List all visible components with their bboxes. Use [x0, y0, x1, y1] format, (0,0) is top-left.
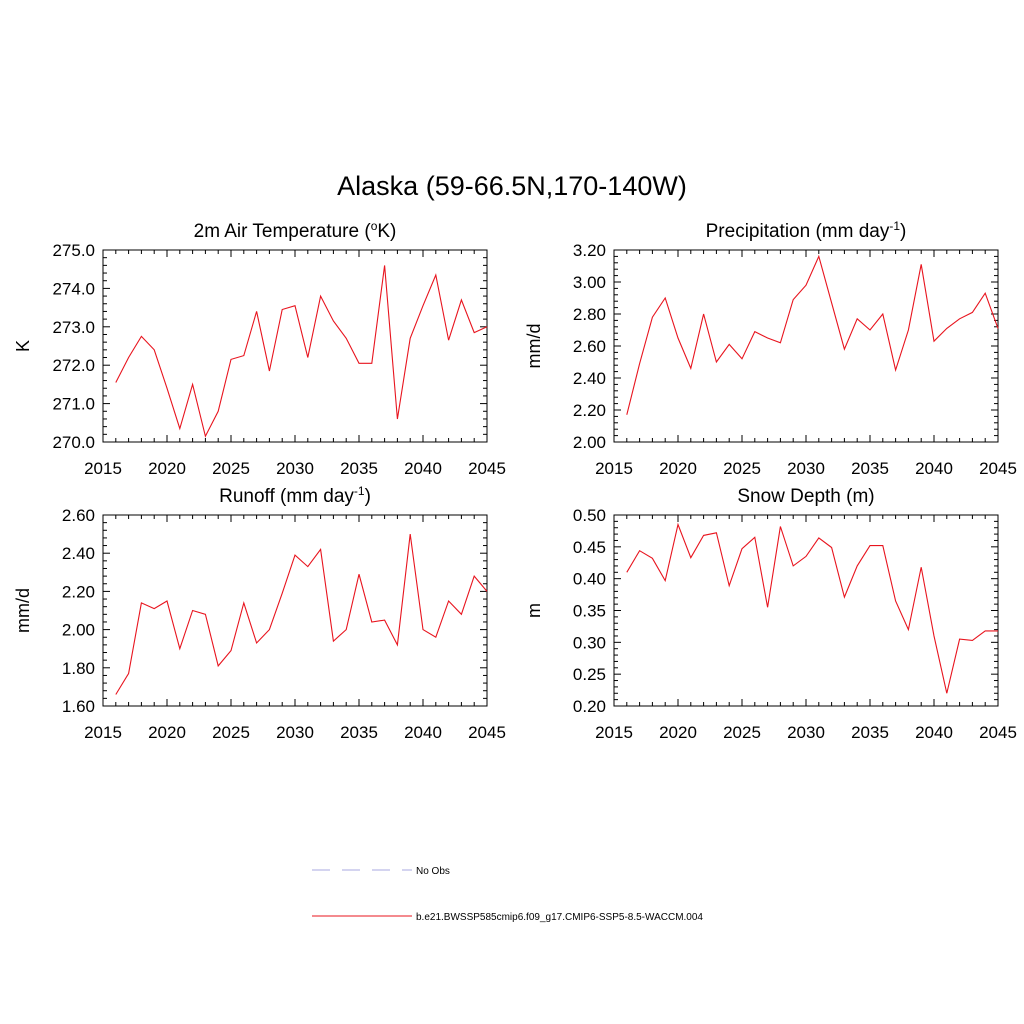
y-tick-label: 0.40: [573, 570, 606, 589]
chart-panel-3: 2015 2020 2025 2030 2035 2040 2045 0.20 0.25 0.30…: [524, 486, 1017, 742]
y-tick-label: 3.20: [573, 241, 606, 260]
x-tick-label: 2020: [659, 459, 697, 478]
x-tick-label: 2035: [851, 723, 889, 742]
legend: No Obs b.e21.BWSSP585cmip6.f09_g17.CMIP6-…: [312, 866, 703, 923]
y-tick-label: 2.00: [573, 433, 606, 452]
y-tick-label: 0.30: [573, 633, 606, 652]
panel-title-sup: -1: [889, 219, 900, 233]
y-axis-label: mm/d: [13, 588, 33, 633]
x-tick-label: 2045: [979, 459, 1017, 478]
panel-title: Runoff (mm day-1): [219, 484, 371, 507]
x-tick-label: 2040: [404, 723, 442, 742]
panel-title: Snow Depth (m): [737, 486, 874, 507]
y-tick-label: 2.40: [62, 544, 95, 563]
x-tick-label: 2030: [276, 459, 314, 478]
x-tick-label: 2035: [340, 723, 378, 742]
series-line: [115, 534, 488, 695]
panels: 2015 2020 2025 2030 2035 2040 2045 270.0 271.0 27…: [13, 219, 1017, 742]
x-tick-label: 2045: [468, 723, 506, 742]
x-tick-label: 2025: [212, 459, 250, 478]
y-tick-label: 2.40: [573, 369, 606, 388]
x-tick-label: 2040: [915, 723, 953, 742]
y-tick-label: 1.60: [62, 697, 95, 716]
chart-panel-2: 2015 2020 2025 2030 2035 2040 2045 1.60 1.80 2.00…: [13, 484, 506, 742]
y-tick-label: 273.0: [52, 318, 95, 337]
y-tick-label: 2.60: [573, 337, 606, 356]
panel-title-sup: o: [371, 219, 378, 233]
y-tick-label: 0.50: [573, 506, 606, 525]
series-line: [626, 254, 999, 415]
y-tick-label: 274.0: [52, 279, 95, 298]
y-axis-label: mm/d: [524, 324, 544, 369]
panel-title-text: 2m Air Temperature (: [194, 221, 372, 242]
y-tick-label: 0.45: [573, 538, 606, 557]
x-tick-label: 2015: [595, 459, 633, 478]
y-tick-label: 2.20: [573, 401, 606, 420]
y-tick-label: 2.20: [62, 582, 95, 601]
y-tick-label: 2.00: [62, 621, 95, 640]
x-tick-label: 2030: [787, 723, 825, 742]
figure-title: Alaska (59-66.5N,170-140W): [337, 171, 687, 201]
y-tick-label: 271.0: [52, 395, 95, 414]
x-tick-label: 2025: [212, 723, 250, 742]
y-tick-label: 3.00: [573, 273, 606, 292]
plot-frame: [102, 514, 488, 707]
legend-label-1: b.e21.BWSSP585cmip6.f09_g17.CMIP6-SSP5-8…: [416, 912, 703, 923]
plot-frame: [102, 249, 488, 443]
chart-panel-0: 2015 2020 2025 2030 2035 2040 2045 270.0 271.0 27…: [13, 219, 506, 478]
y-axis-label: m: [524, 603, 544, 618]
x-tick-label: 2030: [276, 723, 314, 742]
panel-title: Precipitation (mm day-1): [706, 219, 907, 242]
panel-title-text: Snow Depth (m): [737, 486, 874, 507]
x-tick-label: 2025: [723, 459, 761, 478]
y-tick-label: 0.25: [573, 665, 606, 684]
x-tick-label: 2035: [851, 459, 889, 478]
chart-panel-1: 2015 2020 2025 2030 2035 2040 2045 2.00 2.20 2.40…: [524, 219, 1017, 478]
panel-title: 2m Air Temperature (oK): [194, 219, 397, 242]
x-tick-label: 2025: [723, 723, 761, 742]
panel-title-end: ): [365, 486, 371, 507]
y-tick-label: 0.35: [573, 602, 606, 621]
plot-frame: [613, 249, 999, 443]
x-tick-label: 2015: [84, 723, 122, 742]
series-line: [626, 522, 998, 694]
y-tick-label: 2.80: [573, 305, 606, 324]
panel-title-text: Precipitation (mm day: [706, 221, 890, 242]
panel-title-sup: -1: [354, 484, 365, 498]
plot-frame: [613, 514, 999, 707]
x-tick-label: 2040: [915, 459, 953, 478]
x-tick-label: 2020: [148, 459, 186, 478]
x-tick-label: 2020: [148, 723, 186, 742]
x-tick-label: 2045: [979, 723, 1017, 742]
y-tick-label: 270.0: [52, 433, 95, 452]
x-tick-label: 2015: [84, 459, 122, 478]
series-line: [115, 265, 488, 438]
panel-title-end: K): [377, 221, 396, 242]
y-tick-label: 272.0: [52, 356, 95, 375]
x-tick-label: 2045: [468, 459, 506, 478]
y-axis-label: K: [13, 340, 33, 352]
panel-title-text: Runoff (mm day: [219, 486, 354, 507]
x-tick-label: 2040: [404, 459, 442, 478]
y-tick-label: 1.80: [62, 659, 95, 678]
y-tick-label: 275.0: [52, 241, 95, 260]
legend-label-0: No Obs: [416, 866, 450, 877]
y-tick-label: 0.20: [573, 697, 606, 716]
x-tick-label: 2035: [340, 459, 378, 478]
x-tick-label: 2020: [659, 723, 697, 742]
panel-title-end: ): [900, 221, 906, 242]
x-tick-label: 2015: [595, 723, 633, 742]
y-tick-label: 2.60: [62, 506, 95, 525]
x-tick-label: 2030: [787, 459, 825, 478]
